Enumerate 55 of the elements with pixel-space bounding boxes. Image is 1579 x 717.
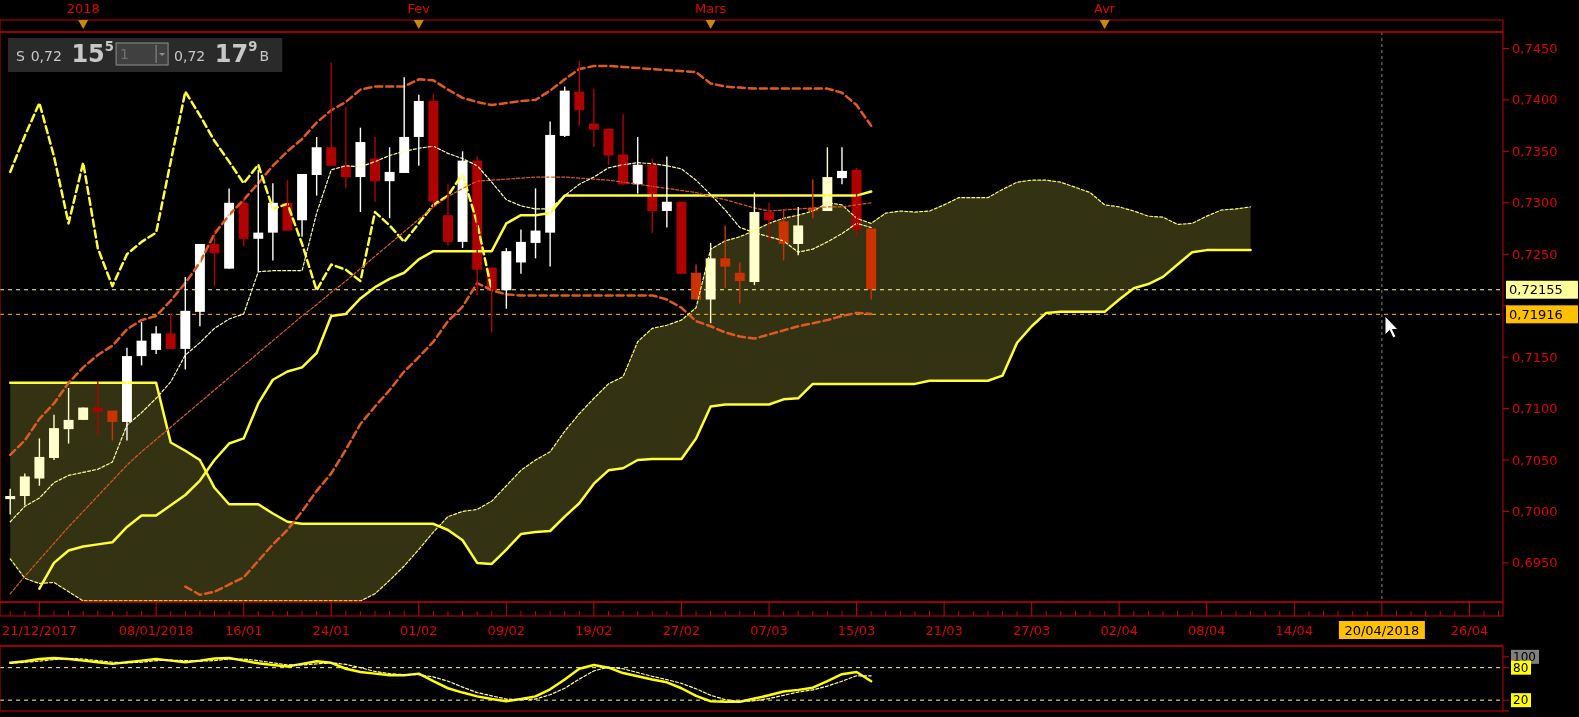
x-tick-label: 14/04 bbox=[1275, 622, 1314, 638]
x-tick-label: 01/02 bbox=[400, 622, 438, 638]
candlestick bbox=[720, 224, 731, 289]
candlestick bbox=[311, 136, 322, 197]
x-tick-label: 07/03 bbox=[750, 622, 788, 638]
candlestick bbox=[180, 276, 191, 371]
text: Avr bbox=[1094, 0, 1116, 16]
candlestick bbox=[676, 201, 687, 275]
y-tick-label: 0,7150 bbox=[1512, 349, 1558, 365]
x-tick-label: 16/01 bbox=[224, 622, 263, 638]
x-tick-label: 21/03 bbox=[925, 622, 963, 638]
y-tick-label: 0,6950 bbox=[1512, 555, 1558, 571]
candlestick bbox=[705, 242, 716, 324]
y-tick-label: 0,7000 bbox=[1512, 503, 1558, 519]
annotation: 0,72 bbox=[174, 48, 206, 64]
x-tick-label: 08/04 bbox=[1188, 622, 1226, 638]
ref-line-label: 0,71916 bbox=[1509, 306, 1563, 322]
x-tick-label: 24/01 bbox=[312, 622, 350, 638]
annotation: S bbox=[16, 48, 25, 64]
ref-line-label: 0,72155 bbox=[1509, 282, 1563, 298]
text: 2018 bbox=[66, 0, 100, 16]
y-tick-label: 0,7100 bbox=[1512, 401, 1558, 417]
candlestick bbox=[559, 85, 570, 138]
y-tick-label: 20 bbox=[1513, 693, 1529, 708]
x-tick-label: 09/02 bbox=[487, 622, 526, 638]
x-tick-label: 15/03 bbox=[837, 622, 876, 638]
x-tick-label: 26/04 bbox=[1450, 622, 1489, 638]
annotation: 17$^{9}$ bbox=[214, 39, 258, 68]
x-tick-label: 02/04 bbox=[1100, 622, 1138, 638]
line-series bbox=[8, 64, 873, 457]
x-tick-label: 21/12/2017 bbox=[1, 622, 77, 638]
x-tick-label: 20/04/2018 bbox=[1344, 622, 1420, 638]
text: Fev bbox=[407, 0, 431, 16]
y-tick-label: 0,7250 bbox=[1512, 246, 1558, 262]
x-tick-label: 08/01/2018 bbox=[118, 622, 194, 638]
y-tick-label: 0,7300 bbox=[1512, 195, 1558, 211]
y-tick-label: 100 bbox=[1513, 649, 1536, 664]
x-tick-label: 19/02 bbox=[575, 622, 613, 638]
candlestick bbox=[501, 247, 512, 310]
candlestick bbox=[428, 93, 439, 209]
candlestick bbox=[34, 437, 45, 487]
y-tick-label: 80 bbox=[1513, 660, 1529, 675]
annotation: 15$^{5}$ bbox=[71, 39, 114, 68]
y-tick-label: 0,7450 bbox=[1512, 40, 1558, 56]
candlestick bbox=[165, 313, 176, 350]
annotation: 0,72 bbox=[30, 48, 62, 64]
candlestick bbox=[326, 62, 337, 167]
annotation: B bbox=[259, 48, 270, 64]
x-tick-label: 27/02 bbox=[662, 622, 701, 638]
x-tick-label: 27/03 bbox=[1012, 622, 1051, 638]
y-tick-label: 0,7350 bbox=[1512, 143, 1558, 159]
candlestick bbox=[413, 94, 424, 167]
y-tick-label: 0,7400 bbox=[1512, 92, 1558, 108]
text: Mars bbox=[694, 0, 727, 16]
y-tick-label: 0,7050 bbox=[1512, 452, 1558, 468]
